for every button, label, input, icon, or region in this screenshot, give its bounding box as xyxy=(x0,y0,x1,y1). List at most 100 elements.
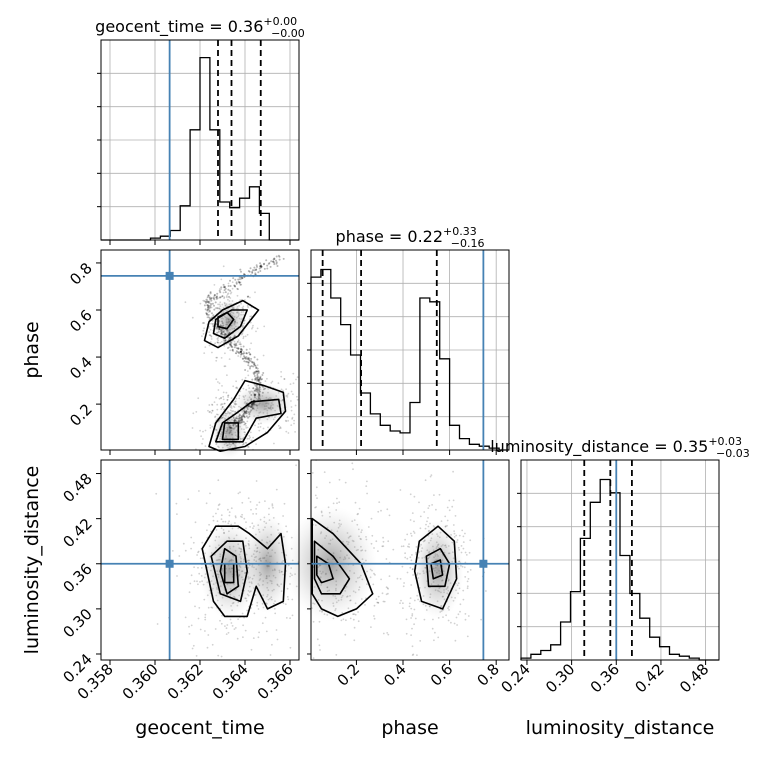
sample-point xyxy=(260,378,262,381)
sample-point xyxy=(234,417,237,420)
sample-point xyxy=(248,358,250,361)
sample-point xyxy=(236,287,239,290)
sample-point xyxy=(234,285,237,288)
sample-point xyxy=(385,558,388,560)
sample-point xyxy=(246,408,249,411)
sample-point xyxy=(224,291,227,294)
sample-point xyxy=(250,403,253,405)
sample-point xyxy=(230,342,233,344)
sample-point xyxy=(251,402,254,405)
sample-point xyxy=(386,508,389,511)
sample-point xyxy=(259,377,262,379)
sample-point xyxy=(242,337,245,340)
sample-point xyxy=(207,409,209,412)
sample-point xyxy=(240,421,243,424)
sample-point xyxy=(410,559,413,562)
sample-point xyxy=(464,613,467,615)
sample-point xyxy=(184,301,187,304)
sample-point xyxy=(206,314,209,317)
sample-point xyxy=(233,344,236,347)
sample-point xyxy=(218,328,221,331)
sample-point xyxy=(414,617,417,620)
hist-title-luminosity_distance: luminosity_distance = 0.35+0.03 −0.03 xyxy=(490,435,750,460)
sample-point xyxy=(255,370,258,373)
sample-point xyxy=(223,402,226,405)
sample-point xyxy=(462,589,465,592)
sample-point xyxy=(373,617,376,620)
sample-point xyxy=(450,621,452,624)
sample-point xyxy=(416,654,418,656)
sample-point xyxy=(462,541,465,543)
sample-point xyxy=(238,343,241,346)
sample-point xyxy=(194,521,197,524)
sample-point xyxy=(239,283,242,286)
sample-point xyxy=(230,622,233,624)
sample-point xyxy=(249,526,252,528)
sample-point xyxy=(204,618,207,621)
sample-point xyxy=(293,422,295,425)
sample-point xyxy=(217,381,219,383)
sample-point xyxy=(246,360,249,363)
sample-point xyxy=(289,383,292,385)
sample-point xyxy=(215,396,218,399)
sample-point xyxy=(211,351,213,354)
x-axis-label-luminosity_distance: luminosity_distance xyxy=(526,717,715,739)
sample-point xyxy=(251,326,254,329)
sample-point xyxy=(423,618,426,621)
sample-point xyxy=(238,417,241,420)
sample-point xyxy=(230,345,233,348)
sample-point xyxy=(241,418,244,421)
sample-point xyxy=(244,356,246,359)
sample-point xyxy=(318,620,321,623)
sample-point xyxy=(230,345,233,348)
sample-point xyxy=(204,445,207,447)
sample-point xyxy=(261,378,263,381)
sample-point xyxy=(451,505,454,508)
sample-point xyxy=(188,591,191,594)
sample-point xyxy=(225,633,228,635)
sample-point xyxy=(201,322,204,324)
sample-point xyxy=(460,545,463,547)
sample-point xyxy=(242,624,245,627)
sample-point xyxy=(459,603,462,606)
sample-point xyxy=(404,556,407,559)
hist-geocent_time-steps xyxy=(101,56,299,241)
sample-point xyxy=(461,529,464,532)
sample-point xyxy=(228,295,230,298)
sample-point xyxy=(458,534,461,537)
sample-point xyxy=(285,430,288,433)
sample-point xyxy=(244,357,247,360)
sample-point xyxy=(254,364,257,367)
sample-point xyxy=(224,365,227,368)
x-tick-label: 0.364 xyxy=(209,660,252,703)
sample-point xyxy=(253,363,255,366)
sample-point xyxy=(227,631,230,634)
sample-point xyxy=(253,266,256,269)
sample-point xyxy=(239,418,242,421)
sample-point xyxy=(464,532,466,535)
sample-point xyxy=(240,350,243,353)
sample-point xyxy=(246,445,249,448)
sample-point xyxy=(275,259,277,262)
sample-point xyxy=(237,351,240,354)
sample-point xyxy=(240,283,243,286)
sample-point xyxy=(409,519,412,521)
sample-point xyxy=(290,424,293,426)
sample-point xyxy=(254,424,256,427)
sample-point xyxy=(202,321,205,324)
sample-point xyxy=(227,282,230,285)
sample-point xyxy=(241,276,244,279)
sample-point xyxy=(209,492,211,495)
sample-point xyxy=(247,358,250,360)
sample-point xyxy=(233,285,236,287)
sample-point xyxy=(201,442,204,445)
sample-point xyxy=(222,333,224,336)
sample-point xyxy=(256,367,259,370)
sample-point xyxy=(209,298,212,301)
sample-point xyxy=(208,305,211,307)
sample-point xyxy=(207,606,210,609)
sample-point xyxy=(243,410,246,413)
sample-point xyxy=(266,264,269,267)
sample-point xyxy=(202,299,205,302)
sample-point xyxy=(265,630,268,633)
